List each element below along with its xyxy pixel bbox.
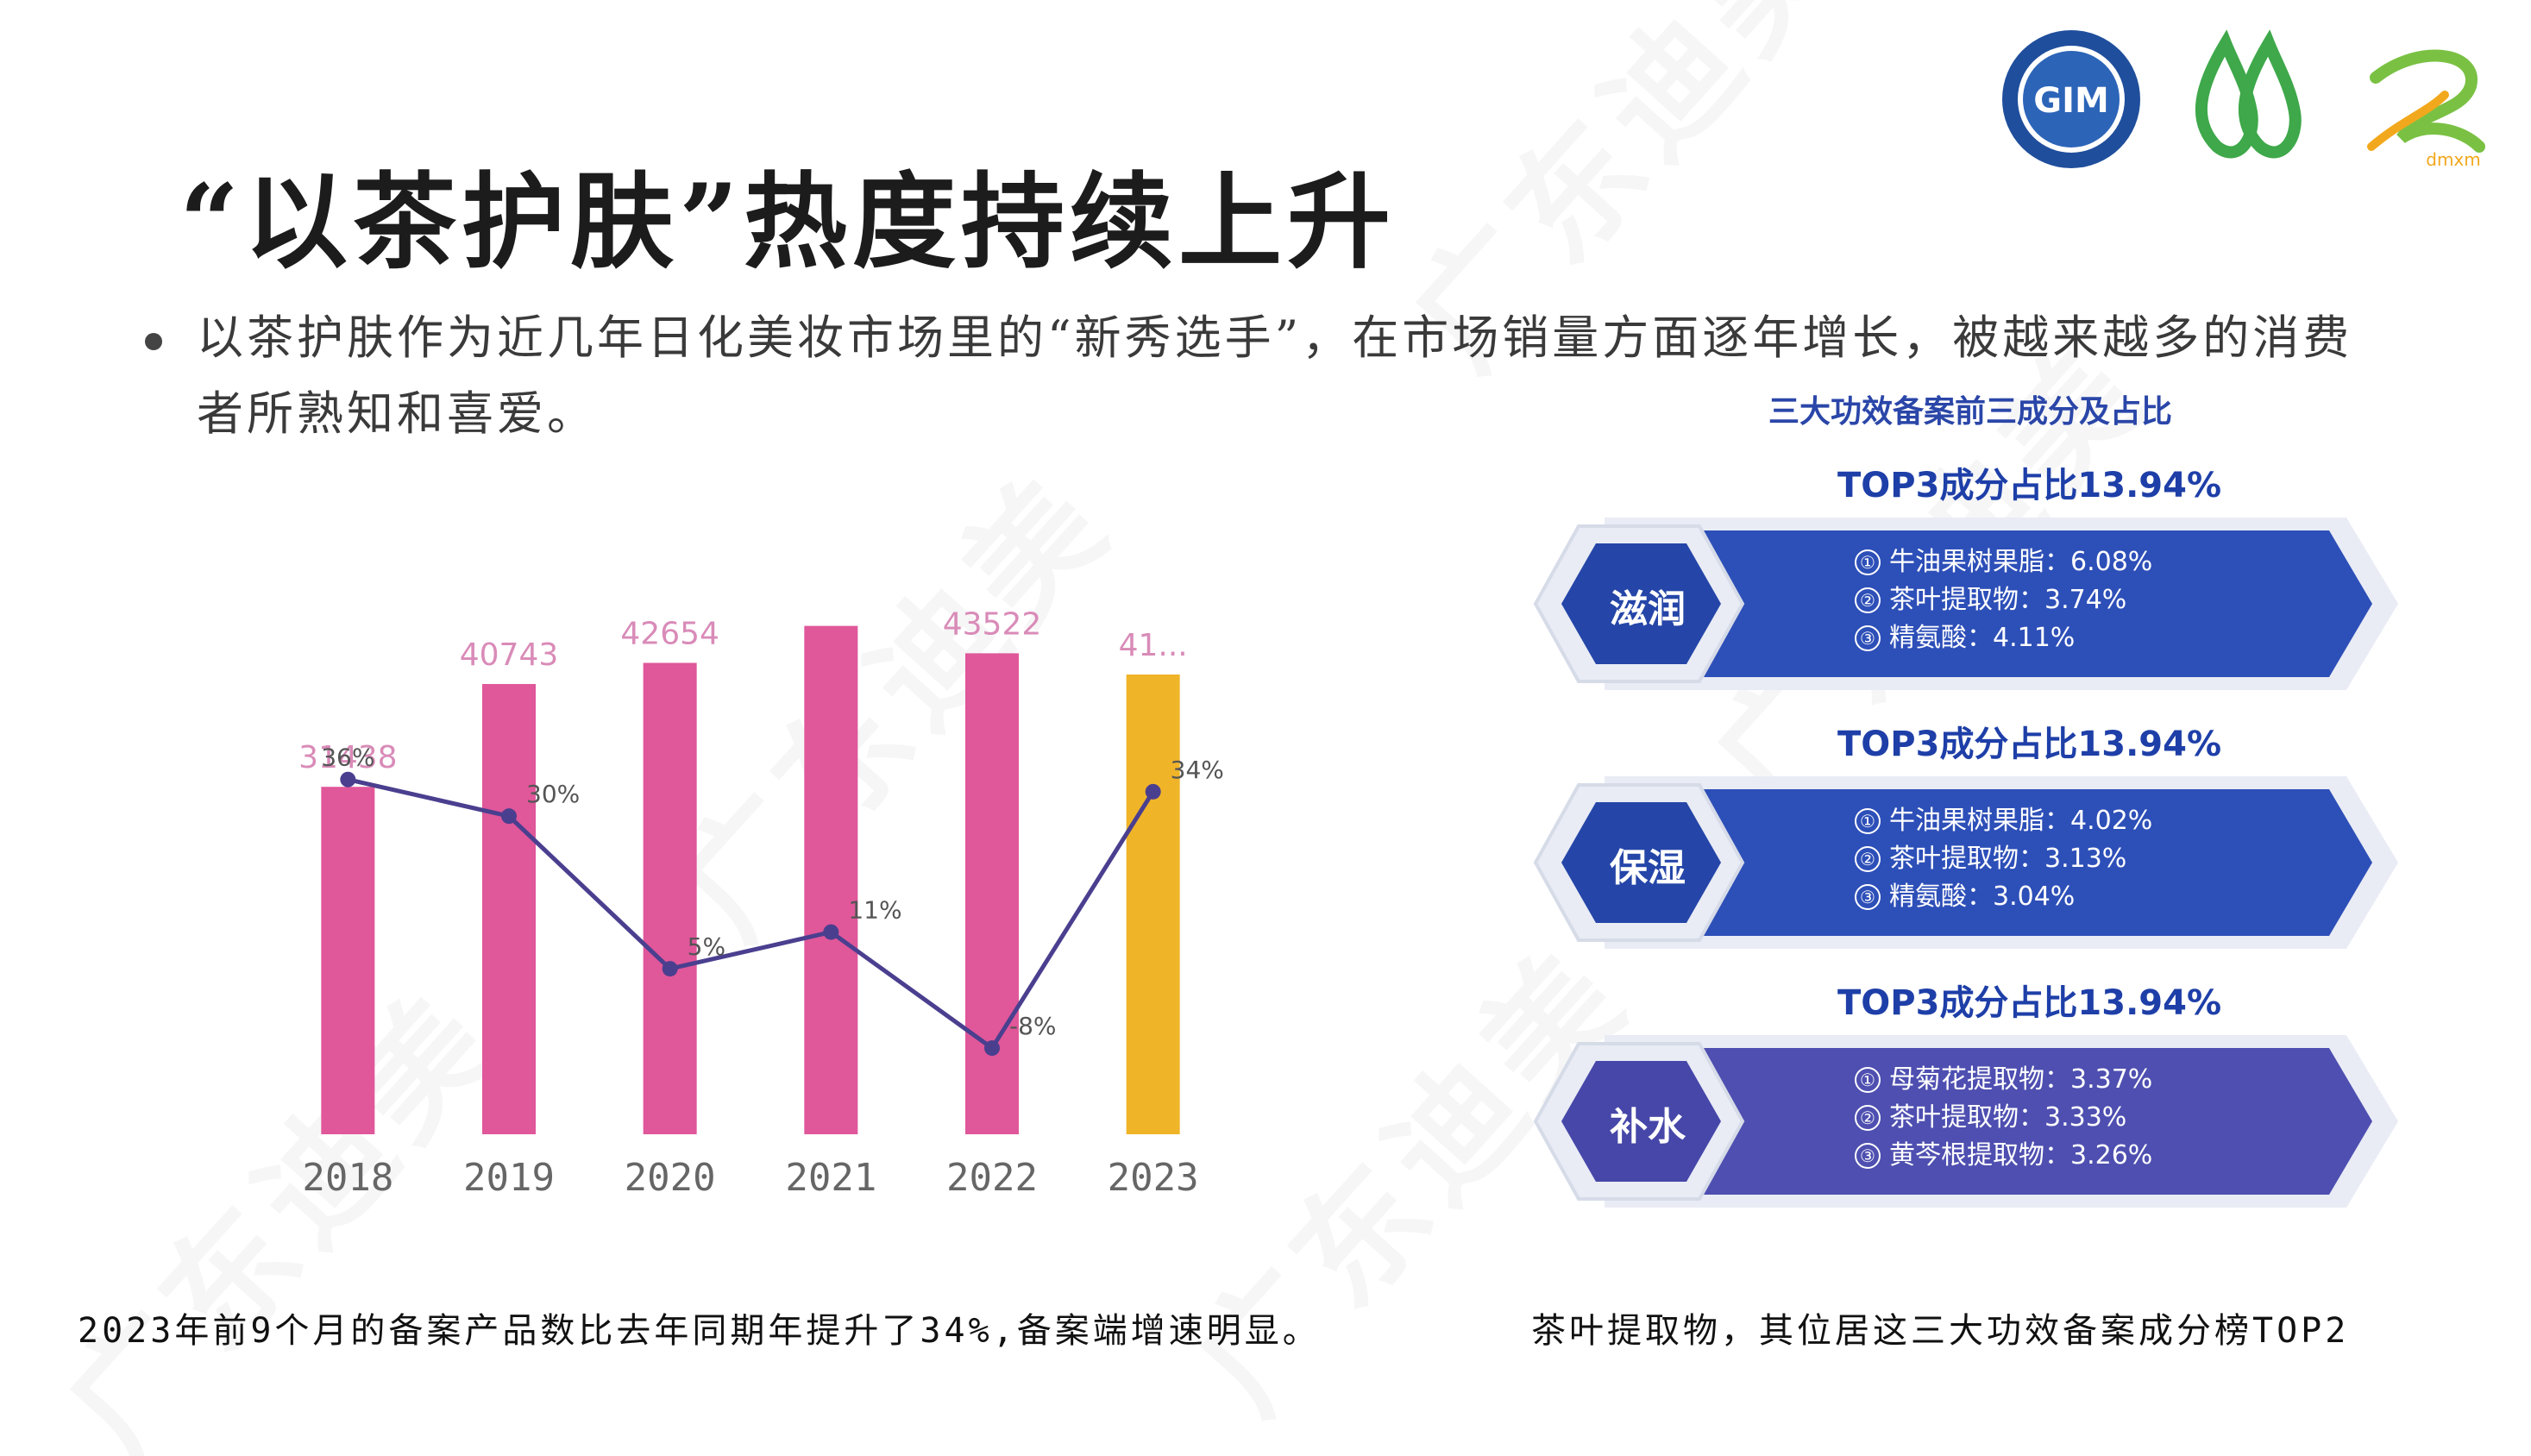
panel-title: 三大功效备案前三成分及占比 xyxy=(1768,394,2173,430)
growth-label: -8% xyxy=(1009,1012,1057,1040)
rank-number: ① xyxy=(1855,808,1881,834)
dmxm-logo: dmxm xyxy=(2350,26,2496,173)
bar xyxy=(321,787,375,1134)
chart-svg: 31438 2018 40743 2019 42654 2020 2021 43522 2022… xyxy=(298,606,1224,1200)
x-tick-label: 2021 xyxy=(785,1156,876,1200)
ingredient-list: ① 牛油果树果脂：6.08% ② 茶叶提取物：3.74% ③ 精氨酸：4.11% xyxy=(1855,543,2152,657)
bullet-icon xyxy=(145,333,162,350)
item-text: 精氨酸：3.04% xyxy=(1889,882,2076,912)
item-text: 茶叶提取物：3.33% xyxy=(1889,1102,2127,1133)
rank-number: ③ xyxy=(1855,884,1881,910)
bar xyxy=(643,662,697,1134)
panel-caption: 茶叶提取物，其位居这三大功效备案成分榜TOP2 xyxy=(1531,1311,2350,1351)
growth-point xyxy=(340,771,356,788)
card-label: 补水 xyxy=(1610,1105,1686,1149)
bar xyxy=(482,683,536,1134)
rank-number: ③ xyxy=(1855,625,1881,651)
rank-number: ② xyxy=(1855,1105,1881,1131)
list-item: ① 牛油果树果脂：4.02% xyxy=(1855,802,2152,840)
item-text: 茶叶提取物：3.74% xyxy=(1889,585,2127,615)
card-shape xyxy=(1533,518,2398,690)
ingredient-ranking-panel: 三大功效备案前三成分及占比 TOP3成分占比13.94% 滋润 ① 牛油果树果脂：… xyxy=(1527,371,2415,1259)
filing-count-chart: 31438 2018 40743 2019 42654 2020 2021 43522 2022… xyxy=(216,604,1337,1225)
list-item: ① 牛油果树果脂：6.08% xyxy=(1855,543,2152,581)
bar-value-label: 40743 xyxy=(460,637,559,673)
growth-label: 30% xyxy=(526,780,580,808)
growth-point xyxy=(1145,783,1161,800)
x-tick-label: 2023 xyxy=(1108,1156,1199,1200)
intro-text: 以茶护肤作为近几年日化美妆市场里的“新秀选手”，在市场销量方面逐年增长，被越来越… xyxy=(197,311,2353,441)
growth-point xyxy=(823,924,839,940)
growth-point xyxy=(984,1040,1000,1057)
x-tick-label: 2020 xyxy=(625,1156,716,1200)
card-top-share: TOP3成分占比13.94% xyxy=(1837,725,2222,764)
logo-group: GIM dmxm xyxy=(1998,26,2496,173)
item-text: 黄芩根提取物：3.26% xyxy=(1889,1140,2153,1170)
x-tick-label: 2022 xyxy=(946,1156,1038,1200)
item-text: 牛油果树果脂：4.02% xyxy=(1889,806,2153,836)
item-text: 精氨酸：4.11% xyxy=(1889,623,2076,653)
item-text: 茶叶提取物：3.13% xyxy=(1889,844,2127,874)
chart-caption: 2023年前9个月的备案产品数比去年同期年提升了34%,备案端增速明显。 xyxy=(78,1311,1321,1351)
green-drops-logo xyxy=(2174,26,2321,173)
x-tick-label: 2019 xyxy=(463,1156,555,1200)
ingredient-card-moisturizing: TOP3成分占比13.94% 滋润 ① 牛油果树果脂：6.08% ② 茶叶提取物：3… xyxy=(1527,457,2415,716)
rank-number: ③ xyxy=(1855,1143,1881,1169)
bar-value-label: 41... xyxy=(1119,628,1188,663)
bar-value-label: 31438 xyxy=(298,740,398,775)
page-title: “以茶护肤”热度持续上升 xyxy=(179,161,1397,283)
bar-value-label: 43522 xyxy=(943,606,1042,642)
list-item: ② 茶叶提取物：3.74% xyxy=(1855,581,2152,619)
list-item: ③ 精氨酸：4.11% xyxy=(1855,619,2152,657)
card-top-share: TOP3成分占比13.94% xyxy=(1837,983,2222,1023)
item-text: 牛油果树果脂：6.08% xyxy=(1889,547,2153,577)
bar xyxy=(965,653,1019,1134)
rank-number: ② xyxy=(1855,846,1881,872)
card-label: 滋润 xyxy=(1610,587,1686,631)
growth-label: 11% xyxy=(848,896,901,925)
bar-value-label: 42654 xyxy=(620,616,719,651)
growth-line xyxy=(347,777,1155,1051)
ingredient-list: ① 母菊花提取物：3.37% ② 茶叶提取物：3.33% ③ 黄芩根提取物：3.26% xyxy=(1855,1061,2152,1175)
institute-seal-logo: GIM xyxy=(1998,26,2145,173)
list-item: ② 茶叶提取物：3.13% xyxy=(1855,840,2152,878)
list-item: ① 母菊花提取物：3.37% xyxy=(1855,1061,2152,1099)
bar xyxy=(1126,675,1180,1134)
ingredient-card-replenishing: TOP3成分占比13.94% 补水 ① 母菊花提取物：3.37% ② 茶叶提取物：3… xyxy=(1527,975,2415,1233)
growth-label: 5% xyxy=(688,932,725,961)
rank-number: ① xyxy=(1855,1067,1881,1093)
list-item: ② 茶叶提取物：3.33% xyxy=(1855,1099,2152,1137)
card-top-share: TOP3成分占比13.94% xyxy=(1837,466,2222,505)
rank-number: ② xyxy=(1855,587,1881,613)
item-text: 母菊花提取物：3.37% xyxy=(1889,1064,2153,1095)
ingredient-list: ① 牛油果树果脂：4.02% ② 茶叶提取物：3.13% ③ 精氨酸：3.04% xyxy=(1855,802,2152,916)
bar xyxy=(804,625,858,1134)
x-tick-label: 2018 xyxy=(302,1156,393,1200)
logo-text: dmxm xyxy=(2426,149,2481,170)
logo-text: GIM xyxy=(2033,81,2109,121)
intro-paragraph: 以茶护肤作为近几年日化美妆市场里的“新秀选手”，在市场销量方面逐年增长，被越来越… xyxy=(145,300,2388,452)
growth-label: 34% xyxy=(1171,756,1224,784)
growth-point xyxy=(662,961,678,977)
growth-label: 36% xyxy=(321,744,374,772)
card-label: 保湿 xyxy=(1610,846,1686,890)
list-item: ③ 精氨酸：3.04% xyxy=(1855,878,2152,916)
growth-point xyxy=(501,808,517,825)
rank-number: ① xyxy=(1855,549,1881,575)
list-item: ③ 黄芩根提取物：3.26% xyxy=(1855,1137,2152,1175)
ingredient-card-hydrating: TOP3成分占比13.94% 保湿 ① 牛油果树果脂：4.02% ② 茶叶提取物：3… xyxy=(1527,716,2415,975)
